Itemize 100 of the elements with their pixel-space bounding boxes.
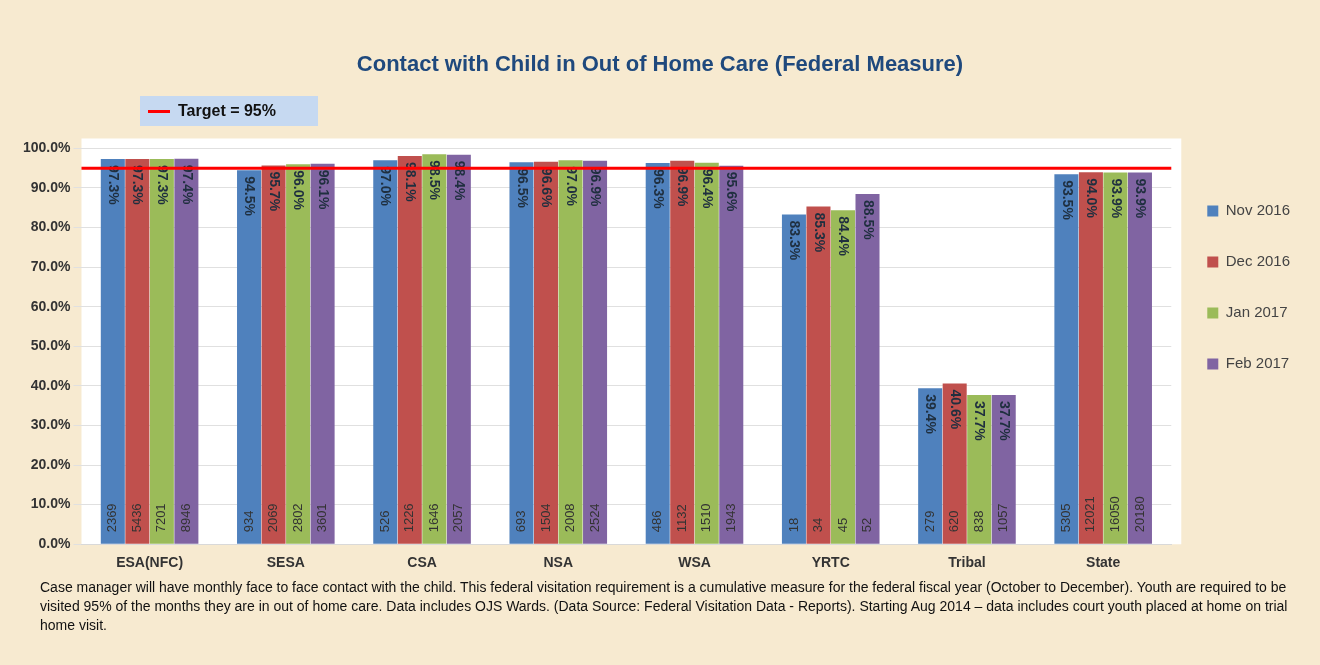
annotation: 1510 <box>698 503 714 533</box>
annotation: 2057 <box>450 503 466 533</box>
legend-label: Target = 95% <box>178 102 276 119</box>
x-tick-label: ESA(NFC) <box>116 554 184 571</box>
annotation: 20180 <box>1131 496 1147 533</box>
annotation: 1132 <box>673 504 689 533</box>
annotation: 934 <box>240 510 256 533</box>
annotation: 2369 <box>104 503 120 533</box>
y-tick-label: 20.0% <box>30 455 72 472</box>
data-label: 96.0% <box>291 170 308 211</box>
bar <box>310 163 335 544</box>
legend-label: Feb 2017 <box>1225 354 1290 372</box>
data-label: 95.7% <box>266 171 283 212</box>
annotation: 2802 <box>289 503 305 533</box>
annotation: 34 <box>810 517 826 533</box>
x-tick-label: CSA <box>407 554 437 571</box>
annotation: 620 <box>946 510 962 533</box>
bar <box>670 160 695 544</box>
annotation: 18 <box>785 517 801 533</box>
bar <box>149 159 174 544</box>
y-tick-label: 30.0% <box>30 416 72 433</box>
bar <box>174 158 199 544</box>
y-tick-label: 90.0% <box>30 178 72 195</box>
annotation: 45 <box>834 517 850 533</box>
data-label: 37.7% <box>972 400 989 442</box>
bar <box>373 160 398 544</box>
annotation: 8946 <box>177 503 193 533</box>
y-tick-label: 80.0% <box>30 218 72 235</box>
y-tick-label: 10.0% <box>30 495 72 512</box>
legend-label: Jan 2017 <box>1225 303 1288 321</box>
data-label: 96.9% <box>588 166 605 207</box>
data-label: 88.5% <box>860 199 877 241</box>
data-label: 37.7% <box>996 400 1013 442</box>
data-label: 93.9% <box>1133 178 1150 219</box>
y-tick-label: 100.0% <box>23 139 72 156</box>
y-tick-label: 70.0% <box>30 258 72 274</box>
annotation: 526 <box>376 510 392 533</box>
bar <box>1054 174 1079 544</box>
bar <box>719 165 744 544</box>
annotation: 5305 <box>1057 503 1073 533</box>
bar <box>1127 172 1152 544</box>
data-label: 95.6% <box>724 171 741 213</box>
bar <box>422 154 447 544</box>
bar <box>397 155 422 544</box>
data-label: 96.6% <box>539 167 556 209</box>
bar <box>781 214 806 544</box>
data-label: 98.4% <box>451 160 468 201</box>
bar <box>583 160 608 544</box>
x-tick-label: State <box>1086 554 1121 571</box>
bar <box>534 161 559 544</box>
data-label: 40.6% <box>947 389 964 430</box>
data-label: 96.3% <box>650 169 667 210</box>
bar <box>237 170 262 544</box>
bar <box>1103 172 1128 544</box>
bar <box>1078 172 1103 544</box>
bar <box>261 165 286 544</box>
data-label: 96.1% <box>315 169 332 211</box>
bar <box>125 159 150 544</box>
bar <box>694 162 719 544</box>
annotation: 1646 <box>425 503 441 533</box>
bar <box>830 210 855 544</box>
data-label: 96.4% <box>699 168 716 209</box>
bar <box>100 159 125 544</box>
bar <box>645 163 670 544</box>
bar <box>446 154 471 544</box>
annotation: 12021 <box>1082 496 1098 533</box>
legend-label: Nov 2016 <box>1225 201 1291 219</box>
annotation: 693 <box>513 510 529 533</box>
bar <box>806 206 831 544</box>
data-label: 94.5% <box>242 176 259 217</box>
bar <box>918 388 943 544</box>
data-label: 96.9% <box>675 166 692 207</box>
x-tick-label: SESA <box>266 554 305 571</box>
y-tick-label: 60.0% <box>30 297 72 314</box>
y-tick-label: 0.0% <box>38 535 72 552</box>
data-label: 93.5% <box>1059 180 1076 221</box>
data-label: 84.4% <box>836 216 853 257</box>
annotation: 1943 <box>722 503 738 533</box>
legend-label: Dec 2016 <box>1225 252 1291 270</box>
text: Case manager will have monthly face to face contact with the child. This federal visitation requirement is a cumulative measure for the federal fiscal year (October to December). Youth are required to be visited 95% of the months they are in out of home care. Data includes OJS Wards. (Data Source: Federal Visitation Data - Reports). Starting Aug 2014 – data includes court youth placed at home on trial home visit. <box>40 578 1289 635</box>
y-tick-label: 40.0% <box>30 376 72 393</box>
annotation: 3601 <box>314 503 330 533</box>
annotation: 1226 <box>401 503 417 533</box>
x-tick-label: YRTC <box>811 554 850 571</box>
data-label: 85.3% <box>811 212 828 253</box>
annotation: 7201 <box>153 503 169 533</box>
annotation: 5436 <box>128 503 144 533</box>
annotation: 838 <box>970 510 986 533</box>
bar <box>286 164 311 544</box>
annotation: 2069 <box>265 503 281 533</box>
annotation: 486 <box>649 510 665 533</box>
bar <box>558 160 583 544</box>
data-label: 83.3% <box>787 220 804 261</box>
annotation: 2524 <box>586 503 602 533</box>
annotation: 52 <box>859 517 875 533</box>
data-label: 93.9% <box>1108 178 1125 219</box>
bar <box>855 193 880 544</box>
data-label: 96.5% <box>514 168 531 209</box>
x-tick-label: Tribal <box>948 554 986 571</box>
annotation: 1057 <box>995 503 1011 533</box>
